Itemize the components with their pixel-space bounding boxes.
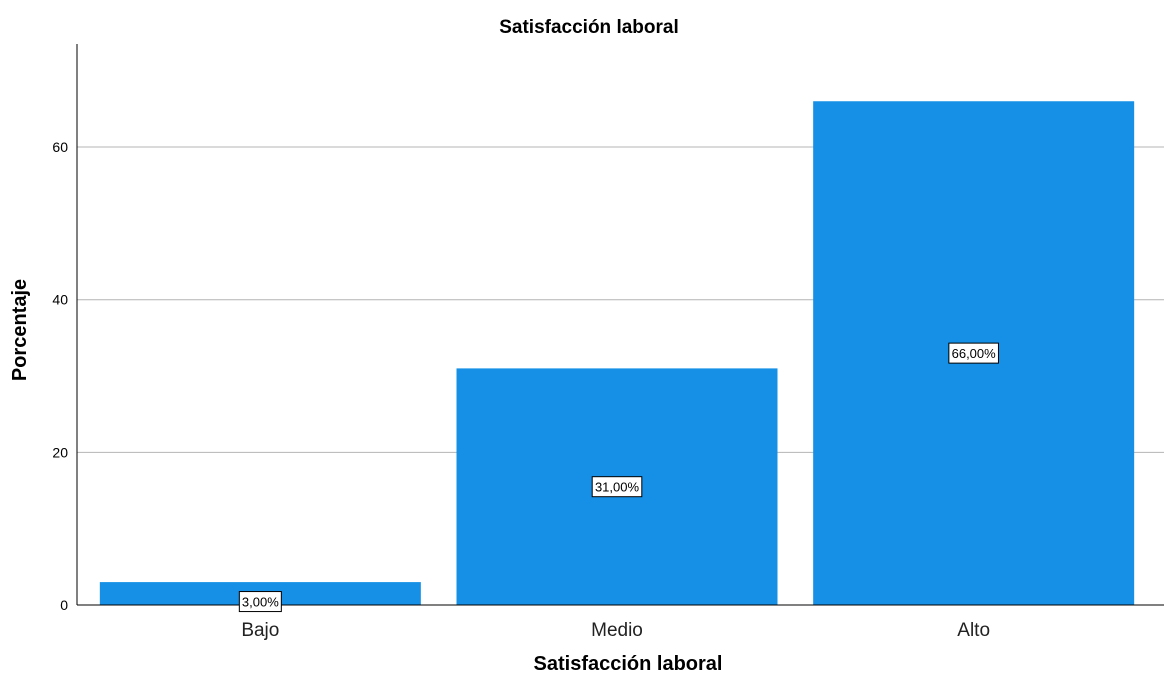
data-labels: 3,00% 31,00% 66,00% bbox=[238, 342, 999, 613]
y-tick-label: 40 bbox=[52, 292, 68, 308]
x-tick-labels: Bajo Medio Alto bbox=[241, 620, 990, 641]
y-axis-label: Porcentaje bbox=[9, 279, 31, 381]
data-label: 31,00% bbox=[595, 480, 640, 495]
data-label-box bbox=[948, 342, 999, 364]
chart-title: Satisfacción laboral bbox=[499, 17, 679, 38]
data-label-box bbox=[591, 476, 643, 498]
x-tick-label: Medio bbox=[591, 620, 643, 641]
data-label: 3,00% bbox=[242, 595, 279, 610]
data-label-box bbox=[238, 591, 282, 613]
x-tick-label: Alto bbox=[957, 620, 990, 641]
x-tick-label: Bajo bbox=[241, 620, 279, 641]
y-tick-labels: 0 20 40 60 bbox=[52, 139, 68, 613]
y-tick-label: 20 bbox=[52, 444, 68, 460]
y-tick-label: 0 bbox=[60, 597, 68, 613]
data-label: 66,00% bbox=[952, 346, 997, 361]
x-axis-label: Satisfacción laboral bbox=[534, 653, 723, 675]
y-tick-label: 60 bbox=[52, 139, 68, 155]
